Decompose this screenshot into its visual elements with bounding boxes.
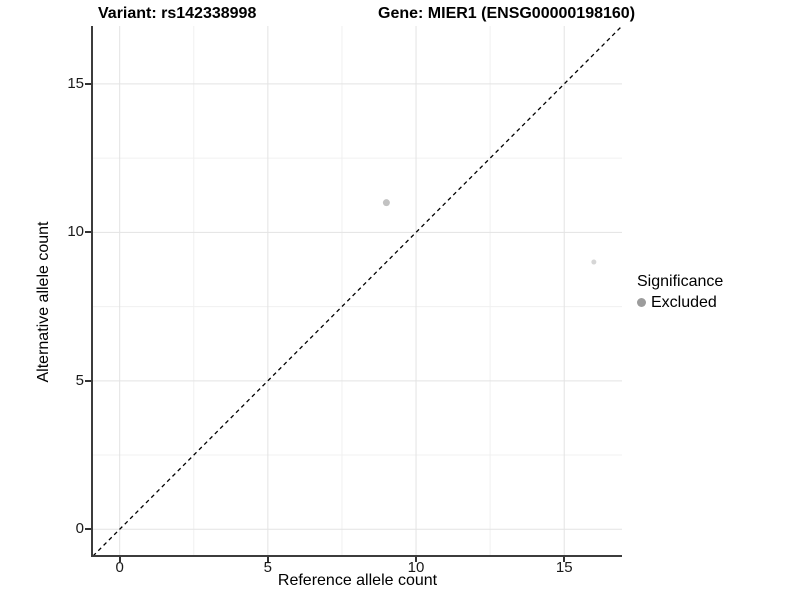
y-axis-title: Alternative allele count [35,221,52,383]
plot-title-variant: Variant: rs142338998 [98,5,257,22]
x-axis-title: Reference allele count [277,572,438,589]
plot-canvas [92,25,623,557]
legend-title: Significance [637,273,724,290]
x-tick-mark [415,557,418,562]
y-tick-mark [85,528,91,531]
legend: Significance Excluded [637,272,723,311]
x-tick-mark [118,557,121,562]
y-tick-mark [85,379,91,382]
data-point [591,259,597,265]
plot-panel [92,25,623,557]
x-tick-label: 15 [555,559,573,576]
legend-item-excluded: Excluded [637,294,723,311]
x-tick-mark [563,557,566,562]
y-axis-line [91,26,93,557]
y-tick-label: 0 [75,520,84,538]
y-tick-label: 10 [67,223,84,241]
plot-title-gene: Gene: MIER1 (ENSG00000198160) [378,5,636,22]
x-tick-mark [266,557,269,562]
y-tick-label: 15 [67,74,84,92]
excluded-point-icon [637,298,646,307]
x-tick-label: 0 [115,559,124,576]
x-tick-label: 5 [263,559,273,576]
legend-item-label: Excluded [651,294,717,311]
x-axis-line [91,555,622,557]
y-tick-label: 5 [75,371,84,389]
identity-line [92,25,623,557]
y-tick-mark [85,82,91,85]
y-tick-mark [85,231,91,234]
x-tick-label: 10 [407,559,425,576]
data-point [382,199,390,207]
